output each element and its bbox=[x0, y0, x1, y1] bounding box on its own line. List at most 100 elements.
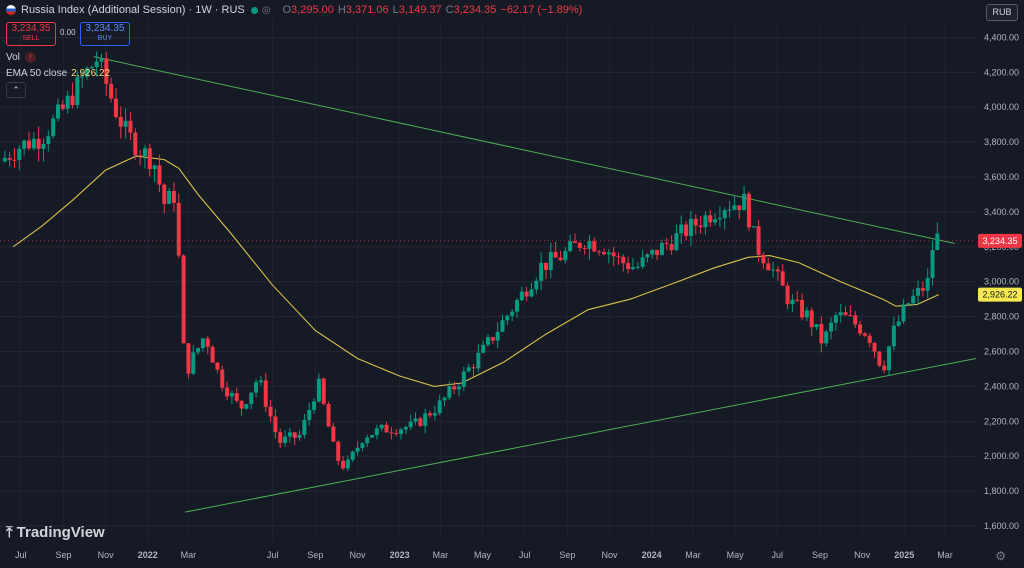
candle-body bbox=[355, 447, 360, 452]
y-tick-label: 2,800.00 bbox=[984, 312, 1019, 322]
candle bbox=[519, 286, 524, 302]
candle bbox=[336, 440, 341, 466]
candle bbox=[800, 293, 805, 321]
candle-body bbox=[645, 254, 650, 258]
candle bbox=[162, 183, 167, 214]
candle bbox=[399, 427, 404, 440]
y-tick-label: 4,200.00 bbox=[984, 67, 1019, 77]
candle-body bbox=[606, 252, 611, 255]
ema-price-label: 2,926.22 bbox=[982, 290, 1017, 300]
candle bbox=[118, 106, 123, 139]
candle-body bbox=[659, 243, 664, 256]
candle-body bbox=[239, 400, 244, 409]
candle-body bbox=[234, 393, 239, 401]
candle bbox=[601, 248, 606, 256]
change-value: −62.17 (−1.89%) bbox=[500, 4, 583, 16]
candle-body bbox=[432, 413, 437, 416]
y-tick-label: 1,600.00 bbox=[984, 521, 1019, 531]
candle-body bbox=[403, 427, 408, 430]
candle bbox=[486, 333, 490, 348]
candle bbox=[205, 335, 210, 355]
candle bbox=[877, 350, 882, 368]
candle bbox=[858, 320, 863, 336]
gear-icon[interactable]: ⚙ bbox=[995, 549, 1006, 563]
candle bbox=[287, 427, 292, 443]
x-tick-label: Sep bbox=[307, 550, 323, 560]
x-tick-label: Nov bbox=[350, 550, 367, 560]
currency-button[interactable]: RUB bbox=[986, 4, 1018, 21]
candle-body bbox=[727, 209, 732, 211]
candle-body bbox=[819, 324, 824, 344]
chart-header: Russia Index (Additional Session) · 1W ·… bbox=[6, 4, 582, 16]
candle-body bbox=[447, 386, 452, 398]
candle bbox=[853, 311, 858, 329]
chart-grid bbox=[0, 20, 976, 540]
candle bbox=[867, 333, 872, 348]
candle bbox=[263, 373, 268, 413]
candle-body bbox=[360, 443, 365, 448]
x-tick-label: Nov bbox=[601, 550, 618, 560]
candle-body bbox=[365, 437, 370, 444]
candle bbox=[732, 195, 737, 211]
buy-button[interactable]: 3,234.35 BUY bbox=[80, 22, 130, 46]
candle bbox=[703, 211, 708, 235]
candle bbox=[771, 261, 776, 278]
warning-icon[interactable]: ! bbox=[24, 52, 36, 63]
ohlc-values: O3,295.00 H3,371.06 L3,149.37 C3,234.35 bbox=[282, 4, 500, 16]
candle bbox=[370, 434, 375, 438]
chevron-up-icon[interactable]: ⌃ bbox=[6, 82, 26, 98]
candle-body bbox=[408, 421, 413, 428]
eye-icon[interactable]: ◎ bbox=[261, 4, 271, 16]
candle-body bbox=[510, 311, 515, 316]
candle-body bbox=[273, 416, 278, 433]
candle-body bbox=[12, 159, 17, 161]
candle-body bbox=[152, 165, 157, 170]
candle-body bbox=[55, 104, 60, 119]
candle-body bbox=[196, 348, 201, 353]
x-tick-label: Jul bbox=[519, 550, 531, 560]
candle-body bbox=[930, 250, 935, 278]
candle bbox=[326, 401, 331, 427]
candle bbox=[833, 312, 838, 331]
candle-body bbox=[191, 352, 196, 374]
candle-body bbox=[804, 310, 809, 318]
y-tick-label: 4,000.00 bbox=[984, 102, 1019, 112]
candle bbox=[292, 431, 297, 446]
y-tick-label: 2,600.00 bbox=[984, 347, 1019, 357]
symbol-title[interactable]: Russia Index (Additional Session) · 1W ·… bbox=[21, 4, 245, 16]
candle-body bbox=[597, 251, 602, 253]
ohlc-o: O3,295.00 bbox=[282, 4, 334, 16]
y-tick-label: 2,000.00 bbox=[984, 451, 1019, 461]
candle bbox=[244, 403, 249, 411]
candle-body bbox=[162, 184, 167, 204]
candle-body bbox=[621, 256, 626, 264]
candle bbox=[655, 249, 660, 261]
candle-body bbox=[495, 331, 500, 341]
sell-button[interactable]: 3,234.35 SELL bbox=[6, 22, 56, 46]
volume-indicator[interactable]: Vol ! bbox=[6, 52, 36, 63]
x-tick-label: Jul bbox=[15, 550, 27, 560]
axes-layer: 1,600.00 1,800.00 2,000.00 2,200.00 2,400.00… bbox=[15, 32, 1022, 560]
candle bbox=[684, 221, 689, 241]
candle bbox=[200, 337, 205, 352]
candle-body bbox=[751, 226, 756, 228]
candle bbox=[616, 252, 621, 265]
candle bbox=[829, 317, 834, 340]
x-tick-label: Nov bbox=[98, 550, 115, 560]
candle bbox=[461, 366, 466, 392]
candle bbox=[664, 238, 669, 251]
candle-body bbox=[838, 312, 843, 316]
candle bbox=[350, 450, 355, 463]
candle bbox=[239, 400, 244, 416]
candle-body bbox=[210, 346, 215, 363]
candle-body bbox=[713, 219, 718, 223]
candle bbox=[737, 205, 742, 220]
candle bbox=[423, 408, 428, 434]
candle bbox=[99, 53, 104, 69]
candle bbox=[785, 282, 790, 310]
candle-body bbox=[756, 226, 761, 255]
ema-indicator[interactable]: EMA 50 close 2,926.22 bbox=[6, 68, 110, 79]
candle-body bbox=[539, 262, 544, 281]
candle bbox=[365, 434, 370, 447]
